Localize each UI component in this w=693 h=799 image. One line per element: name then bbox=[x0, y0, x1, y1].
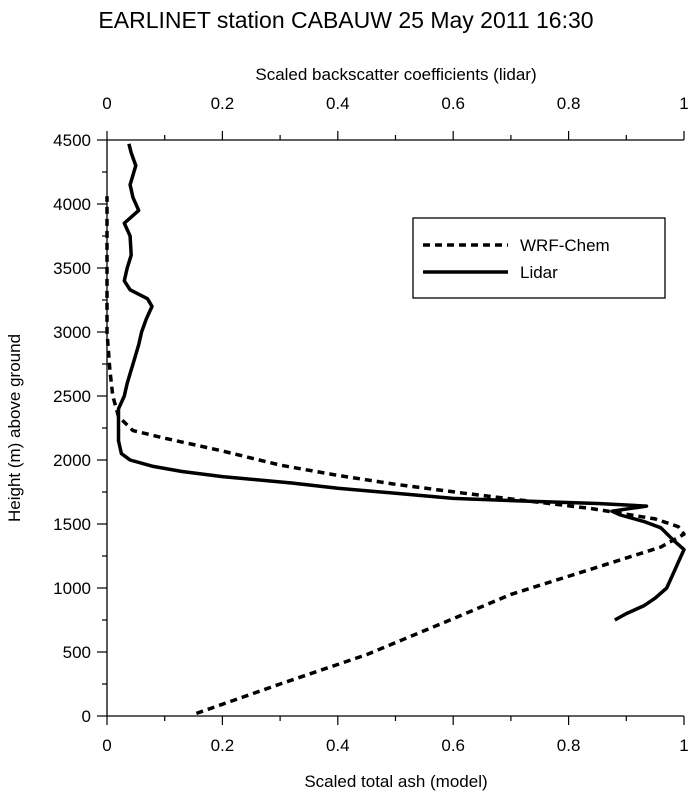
top-x-tick-label: 1 bbox=[679, 94, 688, 113]
y-tick-label: 4500 bbox=[53, 131, 91, 150]
axes: 000.20.20.40.40.60.60.80.811050010001500… bbox=[53, 94, 689, 755]
bottom-x-tick-label: 0 bbox=[102, 736, 111, 755]
y-tick-label: 2500 bbox=[53, 387, 91, 406]
y-tick-label: 3000 bbox=[53, 323, 91, 342]
y-axis-label: Height (m) above ground bbox=[5, 334, 24, 522]
y-tick-label: 2000 bbox=[53, 451, 91, 470]
bottom-axis-label: Scaled total ash (model) bbox=[304, 772, 487, 791]
y-tick-label: 3500 bbox=[53, 259, 91, 278]
legend-label-lidar: Lidar bbox=[520, 263, 558, 282]
y-tick-label: 4000 bbox=[53, 195, 91, 214]
bottom-x-tick-label: 0.4 bbox=[326, 736, 350, 755]
y-tick-label: 1500 bbox=[53, 515, 91, 534]
y-tick-label: 1000 bbox=[53, 579, 91, 598]
top-x-tick-label: 0.4 bbox=[326, 94, 350, 113]
top-x-tick-label: 0.2 bbox=[211, 94, 235, 113]
series-line-lidar bbox=[116, 143, 686, 622]
bottom-x-tick-label: 0.6 bbox=[441, 736, 465, 755]
legend-box bbox=[412, 217, 666, 299]
top-x-tick-label: 0.6 bbox=[441, 94, 465, 113]
y-tick-label: 500 bbox=[63, 643, 91, 662]
legend-label-wrf-chem: WRF-Chem bbox=[520, 236, 610, 255]
series-line-wrf-chem bbox=[105, 196, 686, 716]
top-x-tick-label: 0 bbox=[102, 94, 111, 113]
series-layer bbox=[105, 143, 686, 716]
legend: WRF-Chem Lidar bbox=[412, 217, 666, 299]
y-tick-label: 0 bbox=[82, 707, 91, 726]
chart-title: EARLINET station CABAUW 25 May 2011 16:3… bbox=[98, 7, 593, 33]
bottom-x-tick-label: 1 bbox=[679, 736, 688, 755]
bottom-x-tick-label: 0.2 bbox=[211, 736, 235, 755]
top-x-tick-label: 0.8 bbox=[557, 94, 581, 113]
bottom-x-tick-label: 0.8 bbox=[557, 736, 581, 755]
top-axis-label: Scaled backscatter coefficients (lidar) bbox=[255, 65, 536, 84]
